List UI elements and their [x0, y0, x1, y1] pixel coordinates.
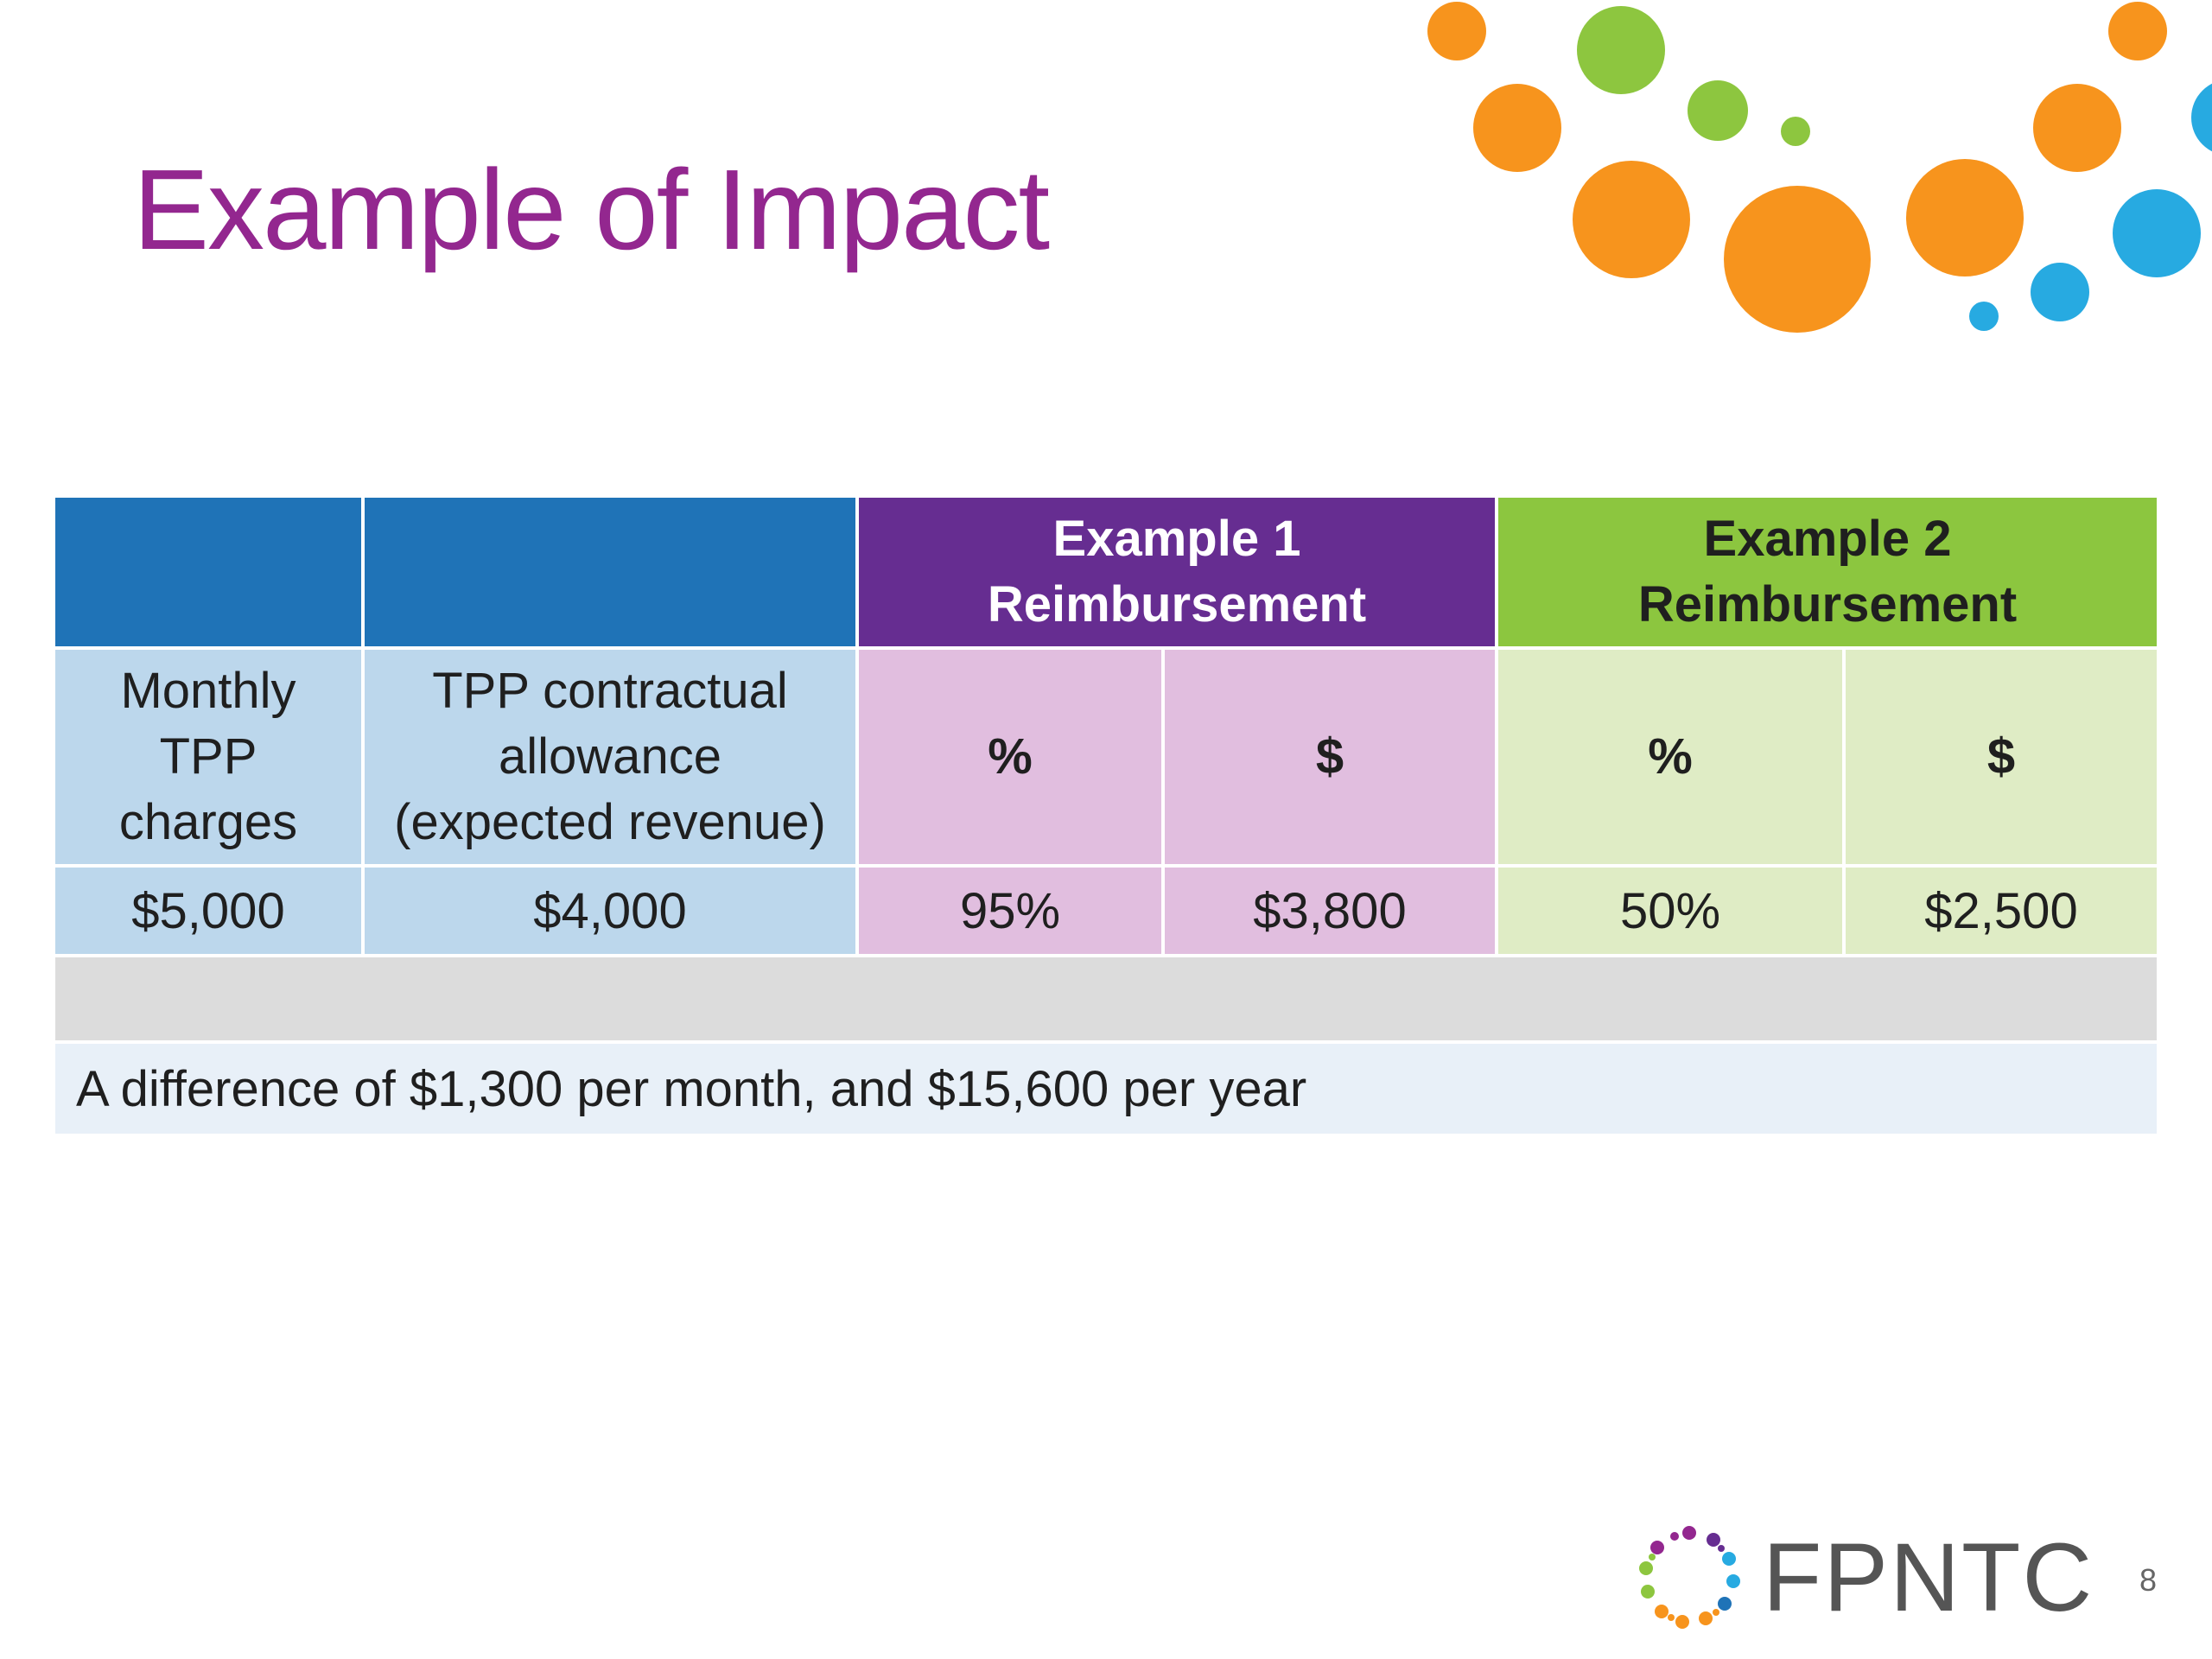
bubble-blue: [2113, 189, 2201, 277]
bubble-blue: [2191, 83, 2212, 152]
bubble-orange: [1906, 159, 2024, 276]
value-ex2-percent: 50%: [1498, 868, 1846, 957]
subheader-ex2-percent: %: [1498, 650, 1846, 868]
bubble-blue: [2031, 263, 2089, 321]
bubble-orange: [2108, 2, 2167, 60]
subheader-charges-line1: Monthly: [120, 663, 296, 719]
note-row: A difference of $1,300 per month, and $1…: [55, 1044, 2157, 1134]
header-example-2-line2: Reimbursement: [1637, 576, 2018, 632]
header-blank-2: [365, 498, 859, 650]
bubble-orange: [1724, 186, 1871, 333]
subheader-ex2-dollar: $: [1846, 650, 2157, 868]
value-allowance: $4,000: [365, 868, 859, 957]
subheader-ex1-dollar: $: [1165, 650, 1498, 868]
spacer-cell: [55, 957, 2157, 1044]
value-ex1-dollar: $3,800: [1165, 868, 1498, 957]
bubble-orange: [1427, 2, 1486, 60]
difference-note: A difference of $1,300 per month, and $1…: [55, 1044, 2157, 1134]
bubble-orange: [2033, 84, 2121, 172]
subheader-allowance-line3: (expected revenue): [394, 794, 826, 850]
subheader-allowance-line1: TPP contractual: [432, 663, 788, 719]
value-ex1-percent: 95%: [859, 868, 1165, 957]
subheader-allowance: TPP contractual allowance (expected reve…: [365, 650, 859, 868]
subheader-allowance-line2: allowance: [499, 728, 721, 785]
bubble-green: [1577, 6, 1665, 94]
decorative-bubbles: [1427, 2, 2212, 333]
logo-text: FPNTC: [1763, 1523, 2094, 1631]
subheader-charges-line2: TPP: [159, 728, 257, 785]
logo-ring-icon: [1639, 1526, 1740, 1629]
header-example-1-line1: Example 1: [1052, 511, 1301, 567]
bubble-orange: [1573, 161, 1690, 278]
fpntc-logo: FPNTC: [1633, 1521, 2092, 1642]
impact-table: Example 1 Reimbursement Example 2 Reimbu…: [55, 498, 2157, 1134]
subheader-ex1-percent: %: [859, 650, 1165, 868]
header-example-1-line2: Reimbursement: [987, 576, 1367, 632]
page-number: 8: [2139, 1562, 2158, 1598]
header-blank-1: [55, 498, 365, 650]
value-ex2-dollar: $2,500: [1846, 868, 2157, 957]
header-row: Example 1 Reimbursement Example 2 Reimbu…: [55, 498, 2157, 650]
header-example-2: Example 2 Reimbursement: [1498, 498, 2157, 650]
slide-title: Example of Impact: [133, 146, 1050, 273]
header-example-1: Example 1 Reimbursement: [859, 498, 1498, 650]
bubble-orange: [1473, 84, 1561, 172]
bubble-green: [1688, 80, 1748, 141]
subheader-charges: Monthly TPP charges: [55, 650, 365, 868]
values-row: $5,000 $4,000 95% $3,800 50% $2,500: [55, 868, 2157, 957]
header-example-2-line1: Example 2: [1703, 511, 1952, 567]
subheader-row: Monthly TPP charges TPP contractual allo…: [55, 650, 2157, 868]
spacer-row: [55, 957, 2157, 1044]
subheader-charges-line3: charges: [118, 794, 298, 850]
value-charges: $5,000: [55, 868, 365, 957]
bubble-green: [1781, 117, 1810, 146]
bubble-blue: [1969, 302, 1999, 331]
